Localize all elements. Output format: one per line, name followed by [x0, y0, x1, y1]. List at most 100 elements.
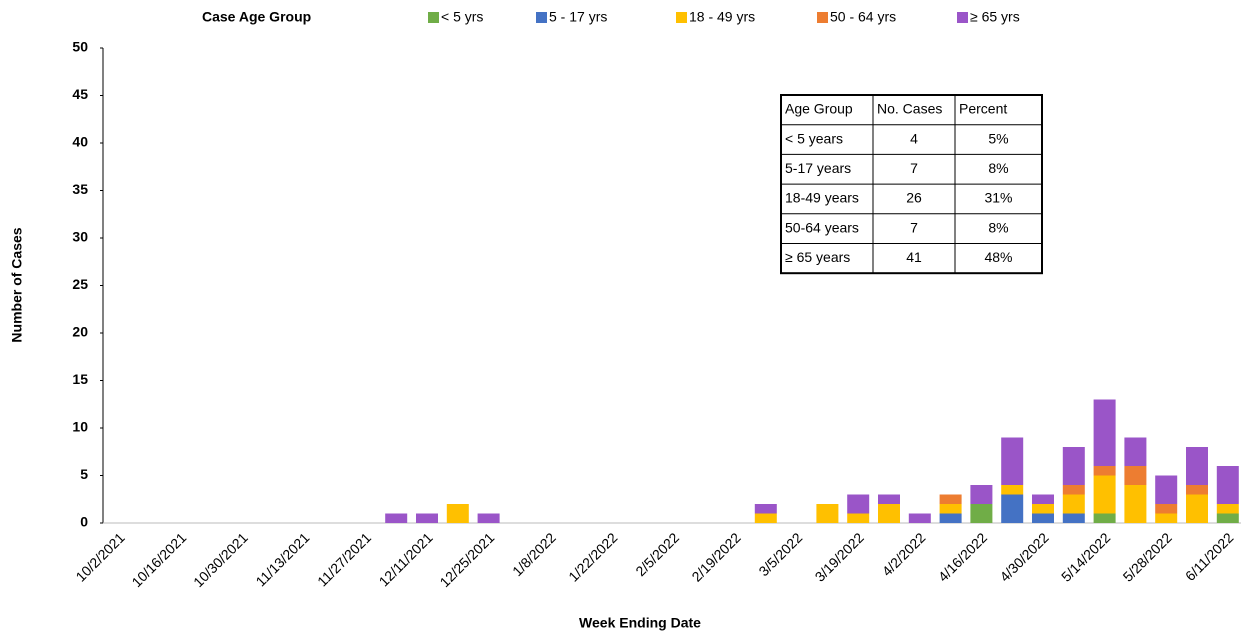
table-cell: 31%	[984, 190, 1012, 206]
y-tick-label: 15	[72, 371, 88, 387]
x-tick-label: 2/5/2022	[632, 529, 682, 579]
x-tick-label: 1/8/2022	[509, 529, 559, 579]
bar-segment	[1062, 513, 1085, 523]
bar-segment	[1032, 513, 1054, 523]
x-tick-label: 12/11/2021	[376, 529, 436, 589]
bar-segment	[1062, 485, 1085, 495]
bar-segment	[1093, 513, 1116, 523]
y-axis-title: Number of Cases	[9, 227, 25, 342]
x-tick-label: 4/2/2022	[879, 529, 929, 579]
table-cell: 7	[910, 160, 918, 176]
legend-swatch	[957, 12, 968, 23]
table-header: Percent	[959, 101, 1007, 117]
x-tick-label: 4/16/2022	[935, 529, 991, 585]
x-tick-label: 5/14/2022	[1058, 529, 1114, 585]
bar-segment	[1001, 437, 1024, 485]
bar-segment	[1001, 494, 1024, 523]
legend-title: Case Age Group	[202, 9, 311, 25]
bar-segment	[1155, 513, 1178, 523]
table-cell: 26	[906, 190, 922, 206]
table-cell: 41	[906, 249, 922, 265]
table-header: No. Cases	[877, 101, 942, 117]
bar-segment	[1124, 437, 1147, 466]
legend-label: 50 - 64 yrs	[830, 9, 896, 25]
table-header: Age Group	[785, 101, 853, 117]
bar-segment	[1155, 504, 1178, 514]
x-axis-title: Week Ending Date	[579, 615, 701, 631]
bar-segment	[1093, 475, 1116, 514]
bar-segment	[970, 485, 993, 504]
table-cell: 7	[910, 219, 918, 235]
x-tick-label: 1/22/2022	[565, 529, 621, 585]
bar-segment	[385, 513, 408, 523]
bar-segment	[1032, 504, 1054, 514]
bar-segment	[1093, 399, 1116, 466]
table-cell: 18-49 years	[785, 190, 859, 206]
bar-segment	[1216, 504, 1239, 514]
bar-segment	[970, 504, 993, 523]
legend-label: 5 - 17 yrs	[549, 9, 607, 25]
bar-segment	[754, 513, 777, 523]
x-tick-label: 11/27/2021	[314, 529, 374, 589]
bar-segment	[416, 513, 438, 523]
bar-segment	[878, 494, 900, 504]
bar-segment	[908, 513, 931, 523]
y-tick-label: 25	[72, 276, 88, 292]
bar-segment	[939, 504, 962, 514]
x-tick-label: 3/5/2022	[755, 529, 805, 579]
table-cell: 5%	[988, 130, 1008, 146]
bar-segment	[816, 504, 839, 523]
bar-segment	[1062, 447, 1085, 485]
bar-segment	[1001, 485, 1024, 495]
x-tick-label: 3/19/2022	[812, 529, 868, 585]
y-tick-label: 30	[72, 229, 88, 245]
y-tick-label: 5	[80, 466, 88, 482]
bar-segment	[754, 504, 777, 514]
legend-swatch	[676, 12, 687, 23]
table-cell: 48%	[984, 249, 1012, 265]
y-tick-label: 45	[72, 86, 88, 102]
bar-segment	[1062, 494, 1085, 514]
table-cell: 5-17 years	[785, 160, 851, 176]
bar-segment	[1155, 475, 1178, 504]
bar-segment	[878, 504, 900, 523]
legend-label: ≥ 65 yrs	[970, 9, 1020, 25]
x-tick-label: 10/30/2021	[190, 529, 251, 590]
x-tick-label: 6/11/2022	[1182, 529, 1237, 584]
bar-segment	[847, 513, 870, 523]
x-tick-label: 4/30/2022	[996, 529, 1052, 585]
x-tick-label: 5/28/2022	[1120, 529, 1176, 585]
table-cell: 50-64 years	[785, 219, 859, 235]
bar-segment	[477, 513, 500, 523]
legend-swatch	[428, 12, 439, 23]
y-tick-label: 50	[72, 39, 88, 55]
bar-segment	[939, 494, 962, 504]
bar-segment	[1186, 494, 1208, 523]
y-tick-label: 0	[80, 514, 88, 530]
table-cell: 8%	[988, 219, 1008, 235]
x-tick-label: 2/19/2022	[688, 529, 744, 585]
y-tick-label: 10	[72, 419, 88, 435]
bar-segment	[1186, 485, 1208, 495]
x-tick-label: 10/2/2021	[72, 529, 128, 585]
table-cell: 8%	[988, 160, 1008, 176]
y-tick-label: 40	[72, 134, 88, 150]
table-cell: < 5 years	[785, 130, 843, 146]
bar-segment	[1186, 447, 1208, 485]
table-cell: 4	[910, 130, 918, 146]
x-tick-label: 10/16/2021	[128, 529, 189, 590]
bar-segment	[1216, 466, 1239, 504]
table-cell: ≥ 65 years	[785, 249, 850, 265]
x-tick-label: 11/13/2021	[252, 529, 312, 589]
y-tick-label: 20	[72, 324, 88, 340]
y-tick-label: 35	[72, 181, 88, 197]
bar-segment	[1124, 485, 1147, 523]
bar-segment	[1032, 494, 1054, 504]
legend-label: < 5 yrs	[441, 9, 483, 25]
bar-segment	[1093, 466, 1116, 476]
legend-label: 18 - 49 yrs	[689, 9, 755, 25]
legend-swatch	[536, 12, 547, 23]
bar-segment	[939, 513, 962, 523]
bar-segment	[446, 504, 469, 523]
